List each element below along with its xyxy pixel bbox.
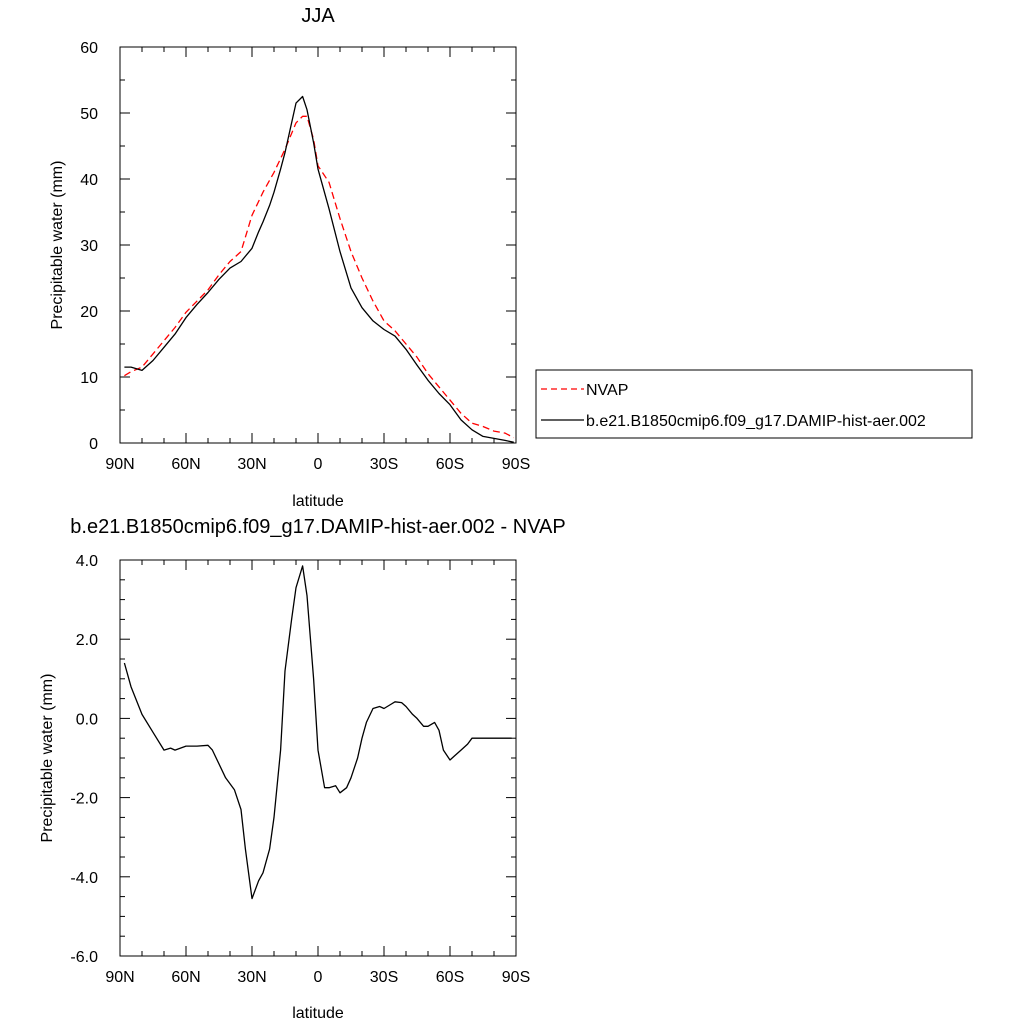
legend-entry-nvap: NVAP xyxy=(586,382,628,399)
x-tick-label: 90N xyxy=(105,456,134,473)
y-tick-label: -2.0 xyxy=(70,791,98,808)
tick-labels: 90N 60N 30N 0 30S 60S 90S -6.0 -4.0 -2.0 0.0 2.0 4.0 xyxy=(70,553,530,986)
x-tick-label: 0 xyxy=(314,969,323,986)
y-tick-label: 0.0 xyxy=(76,711,98,728)
y-tick-label: 4.0 xyxy=(76,553,98,570)
y-tick-label: 20 xyxy=(80,304,98,321)
x-tick-label: 90N xyxy=(105,969,134,986)
plot-frame xyxy=(119,46,517,444)
x-tick-label: 60N xyxy=(171,969,200,986)
chart-jja: JJA 90N 60N 30N 0 30S 60S 90S 0 10 20 30 40 50 60 lat… xyxy=(49,5,973,510)
series-line-nvap xyxy=(124,115,515,439)
y-tick-label: 40 xyxy=(80,172,98,189)
x-tick-label: 90S xyxy=(502,456,530,473)
y-axis-label: Precipitable water (mm) xyxy=(39,674,56,843)
y-tick-label: -4.0 xyxy=(70,870,98,887)
x-tick-label: 30N xyxy=(237,456,266,473)
tick-marks xyxy=(119,559,517,957)
series-line-b xyxy=(124,95,514,443)
x-tick-label: 90S xyxy=(502,969,530,986)
plot-frame xyxy=(119,559,517,957)
x-tick-label: 30N xyxy=(237,969,266,986)
x-tick-label: 60S xyxy=(436,969,464,986)
series-lines xyxy=(124,95,515,443)
x-axis-label: latitude xyxy=(292,1005,344,1022)
series-lines xyxy=(123,565,512,900)
x-tick-label: 30S xyxy=(370,969,398,986)
tick-marks xyxy=(119,46,517,444)
y-tick-label: -6.0 xyxy=(70,949,98,966)
x-tick-label: 60S xyxy=(436,456,464,473)
series-line-difference xyxy=(123,565,512,900)
chart-title: JJA xyxy=(301,5,335,27)
legend: NVAP b.e21.B1850cmip6.f09_g17.DAMIP-hist… xyxy=(535,369,973,439)
y-tick-label: 10 xyxy=(80,370,98,387)
chart-difference: b.e21.B1850cmip6.f09_g17.DAMIP-hist-aer.… xyxy=(39,516,566,1022)
y-tick-label: 2.0 xyxy=(76,632,98,649)
chart-title: b.e21.B1850cmip6.f09_g17.DAMIP-hist-aer.… xyxy=(70,516,565,538)
y-tick-label: 60 xyxy=(80,40,98,57)
legend-entry-model: b.e21.B1850cmip6.f09_g17.DAMIP-hist-aer.… xyxy=(586,413,926,430)
tick-labels: 90N 60N 30N 0 30S 60S 90S 0 10 20 30 40 50 60 xyxy=(80,40,530,473)
legend-box xyxy=(535,369,973,439)
x-tick-label: 30S xyxy=(370,456,398,473)
x-tick-label: 60N xyxy=(171,456,200,473)
x-axis-label: latitude xyxy=(292,493,344,510)
y-axis-label: Precipitable water (mm) xyxy=(49,161,66,330)
y-tick-label: 30 xyxy=(80,238,98,255)
x-tick-label: 0 xyxy=(314,456,323,473)
y-tick-label: 0 xyxy=(89,436,98,453)
y-tick-label: 50 xyxy=(80,106,98,123)
